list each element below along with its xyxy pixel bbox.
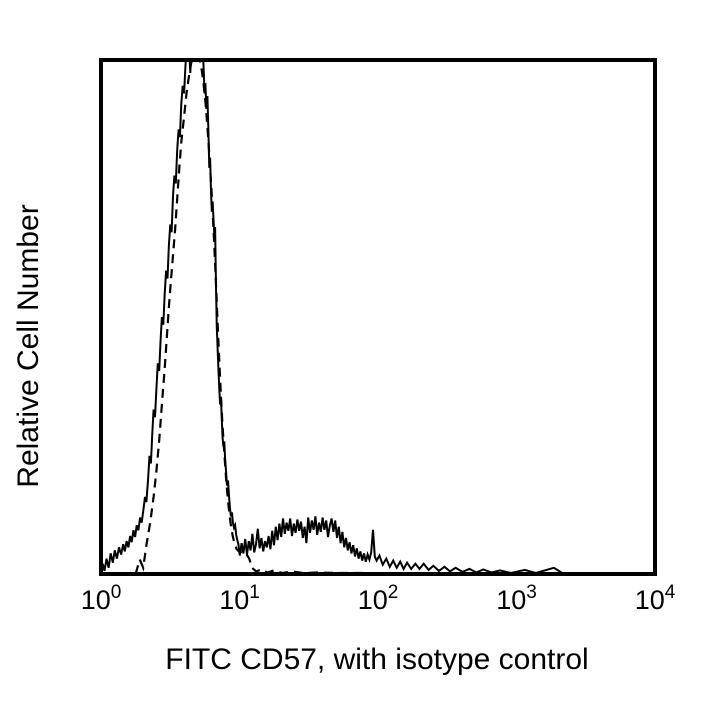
x-tick-label-10e1: 101 [219,582,260,615]
x-tick-label-10e2: 102 [358,582,399,615]
y-axis-title: Relative Cell Number [12,204,45,487]
x-tick-label-10e0: 100 [81,582,122,615]
x-tick-label-10e4: 104 [635,582,676,615]
x-axis-tick-labels: 100 101 102 103 104 [81,582,676,615]
x-tick-label-10e3: 103 [496,582,537,615]
plot-frame [99,58,657,576]
x-axis-title: FITC CD57, with isotype control [165,643,588,676]
isotype-control-curve [134,60,655,574]
